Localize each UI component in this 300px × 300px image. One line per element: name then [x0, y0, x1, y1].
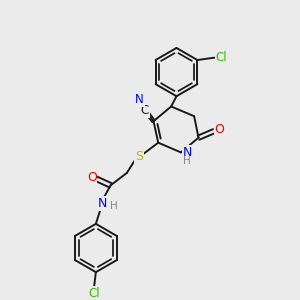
- Text: N: N: [135, 93, 144, 106]
- Text: Cl: Cl: [88, 287, 100, 300]
- Text: O: O: [214, 123, 224, 136]
- Text: O: O: [87, 171, 97, 184]
- Text: C: C: [141, 104, 149, 117]
- Text: Cl: Cl: [216, 51, 227, 64]
- Text: N: N: [98, 197, 108, 210]
- Text: S: S: [135, 150, 143, 163]
- Text: H: H: [184, 156, 191, 166]
- Text: H: H: [110, 201, 117, 211]
- Text: N: N: [183, 146, 192, 159]
